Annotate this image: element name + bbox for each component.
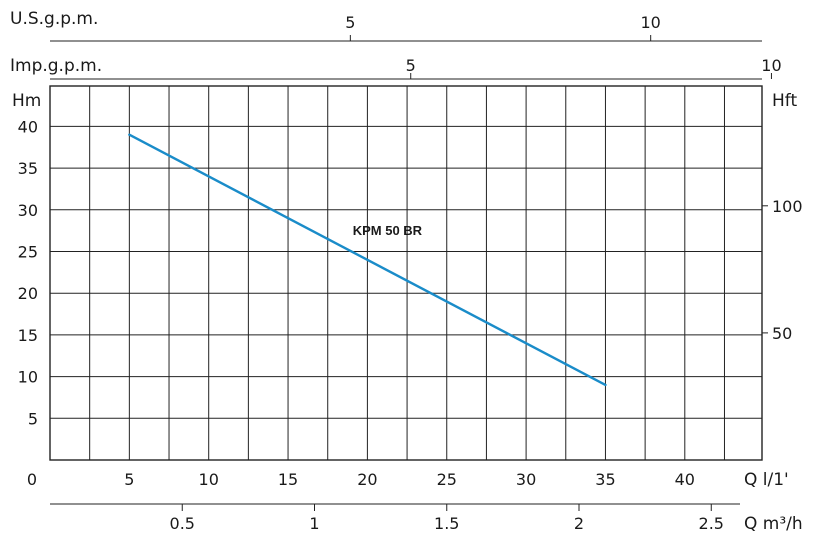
y-left-tick-label: 15 (18, 326, 38, 345)
x-secondary-tick-label: 2 (574, 514, 584, 533)
y-left-tick-label: 10 (18, 368, 38, 387)
x-secondary-tick-label: 1.5 (434, 514, 459, 533)
chart-tick-labels: 5 10 5 10 5 10 15 20 25 30 35 40 50 100 0 5 10 15 20 25 30 35… (18, 13, 803, 533)
x-primary-axis-label: Q l/1' (744, 470, 789, 490)
y-right-tick-label: 50 (772, 324, 792, 343)
chart-labels: U.S.g.p.m. Imp.g.p.m. Hm Hft Q l/1' Q m³… (10, 9, 803, 534)
y-right-tick-label: 100 (772, 197, 803, 216)
x-primary-tick-label: 20 (357, 470, 377, 489)
x-primary-tick-label: 25 (437, 470, 457, 489)
x-secondary-tick-label: 0.5 (170, 514, 195, 533)
x-primary-tick-label: 0 (27, 470, 37, 489)
series-name-label: KPM 50 BR (353, 223, 423, 238)
x-secondary-tick-label: 2.5 (699, 514, 724, 533)
y-left-tick-label: 30 (18, 201, 38, 220)
x-primary-tick-label: 5 (124, 470, 134, 489)
y-left-tick-label: 20 (18, 284, 38, 303)
us-gpm-axis-label: U.S.g.p.m. (10, 9, 98, 29)
chart-grid (49, 85, 763, 461)
x-secondary-axis-label: Q m³/h (744, 514, 803, 534)
series-line (128, 133, 607, 387)
y-left-tick-label: 40 (18, 117, 38, 136)
x-secondary-tick-label: 1 (309, 514, 319, 533)
imp-gpm-axis-label: Imp.g.p.m. (10, 56, 102, 76)
chart-axes (50, 35, 772, 511)
y-left-axis-label: Hm (12, 91, 41, 111)
y-left-tick-label: 25 (18, 243, 38, 262)
us-gpm-tick-label: 5 (345, 13, 355, 32)
chart-series: KPM 50 BR (128, 133, 607, 387)
y-left-tick-label: 35 (18, 159, 38, 178)
x-primary-tick-label: 40 (675, 470, 695, 489)
x-primary-tick-label: 15 (278, 470, 298, 489)
us-gpm-tick-label: 10 (640, 13, 660, 32)
x-primary-tick-label: 35 (595, 470, 615, 489)
imp-gpm-tick-label: 5 (406, 56, 416, 75)
y-left-tick-label: 5 (28, 409, 38, 428)
y-right-axis-label: Hft (772, 91, 797, 111)
x-primary-tick-label: 30 (516, 470, 536, 489)
plot-frame (49, 85, 763, 461)
imp-gpm-tick-label: 10 (761, 56, 781, 75)
x-primary-tick-label: 10 (199, 470, 219, 489)
